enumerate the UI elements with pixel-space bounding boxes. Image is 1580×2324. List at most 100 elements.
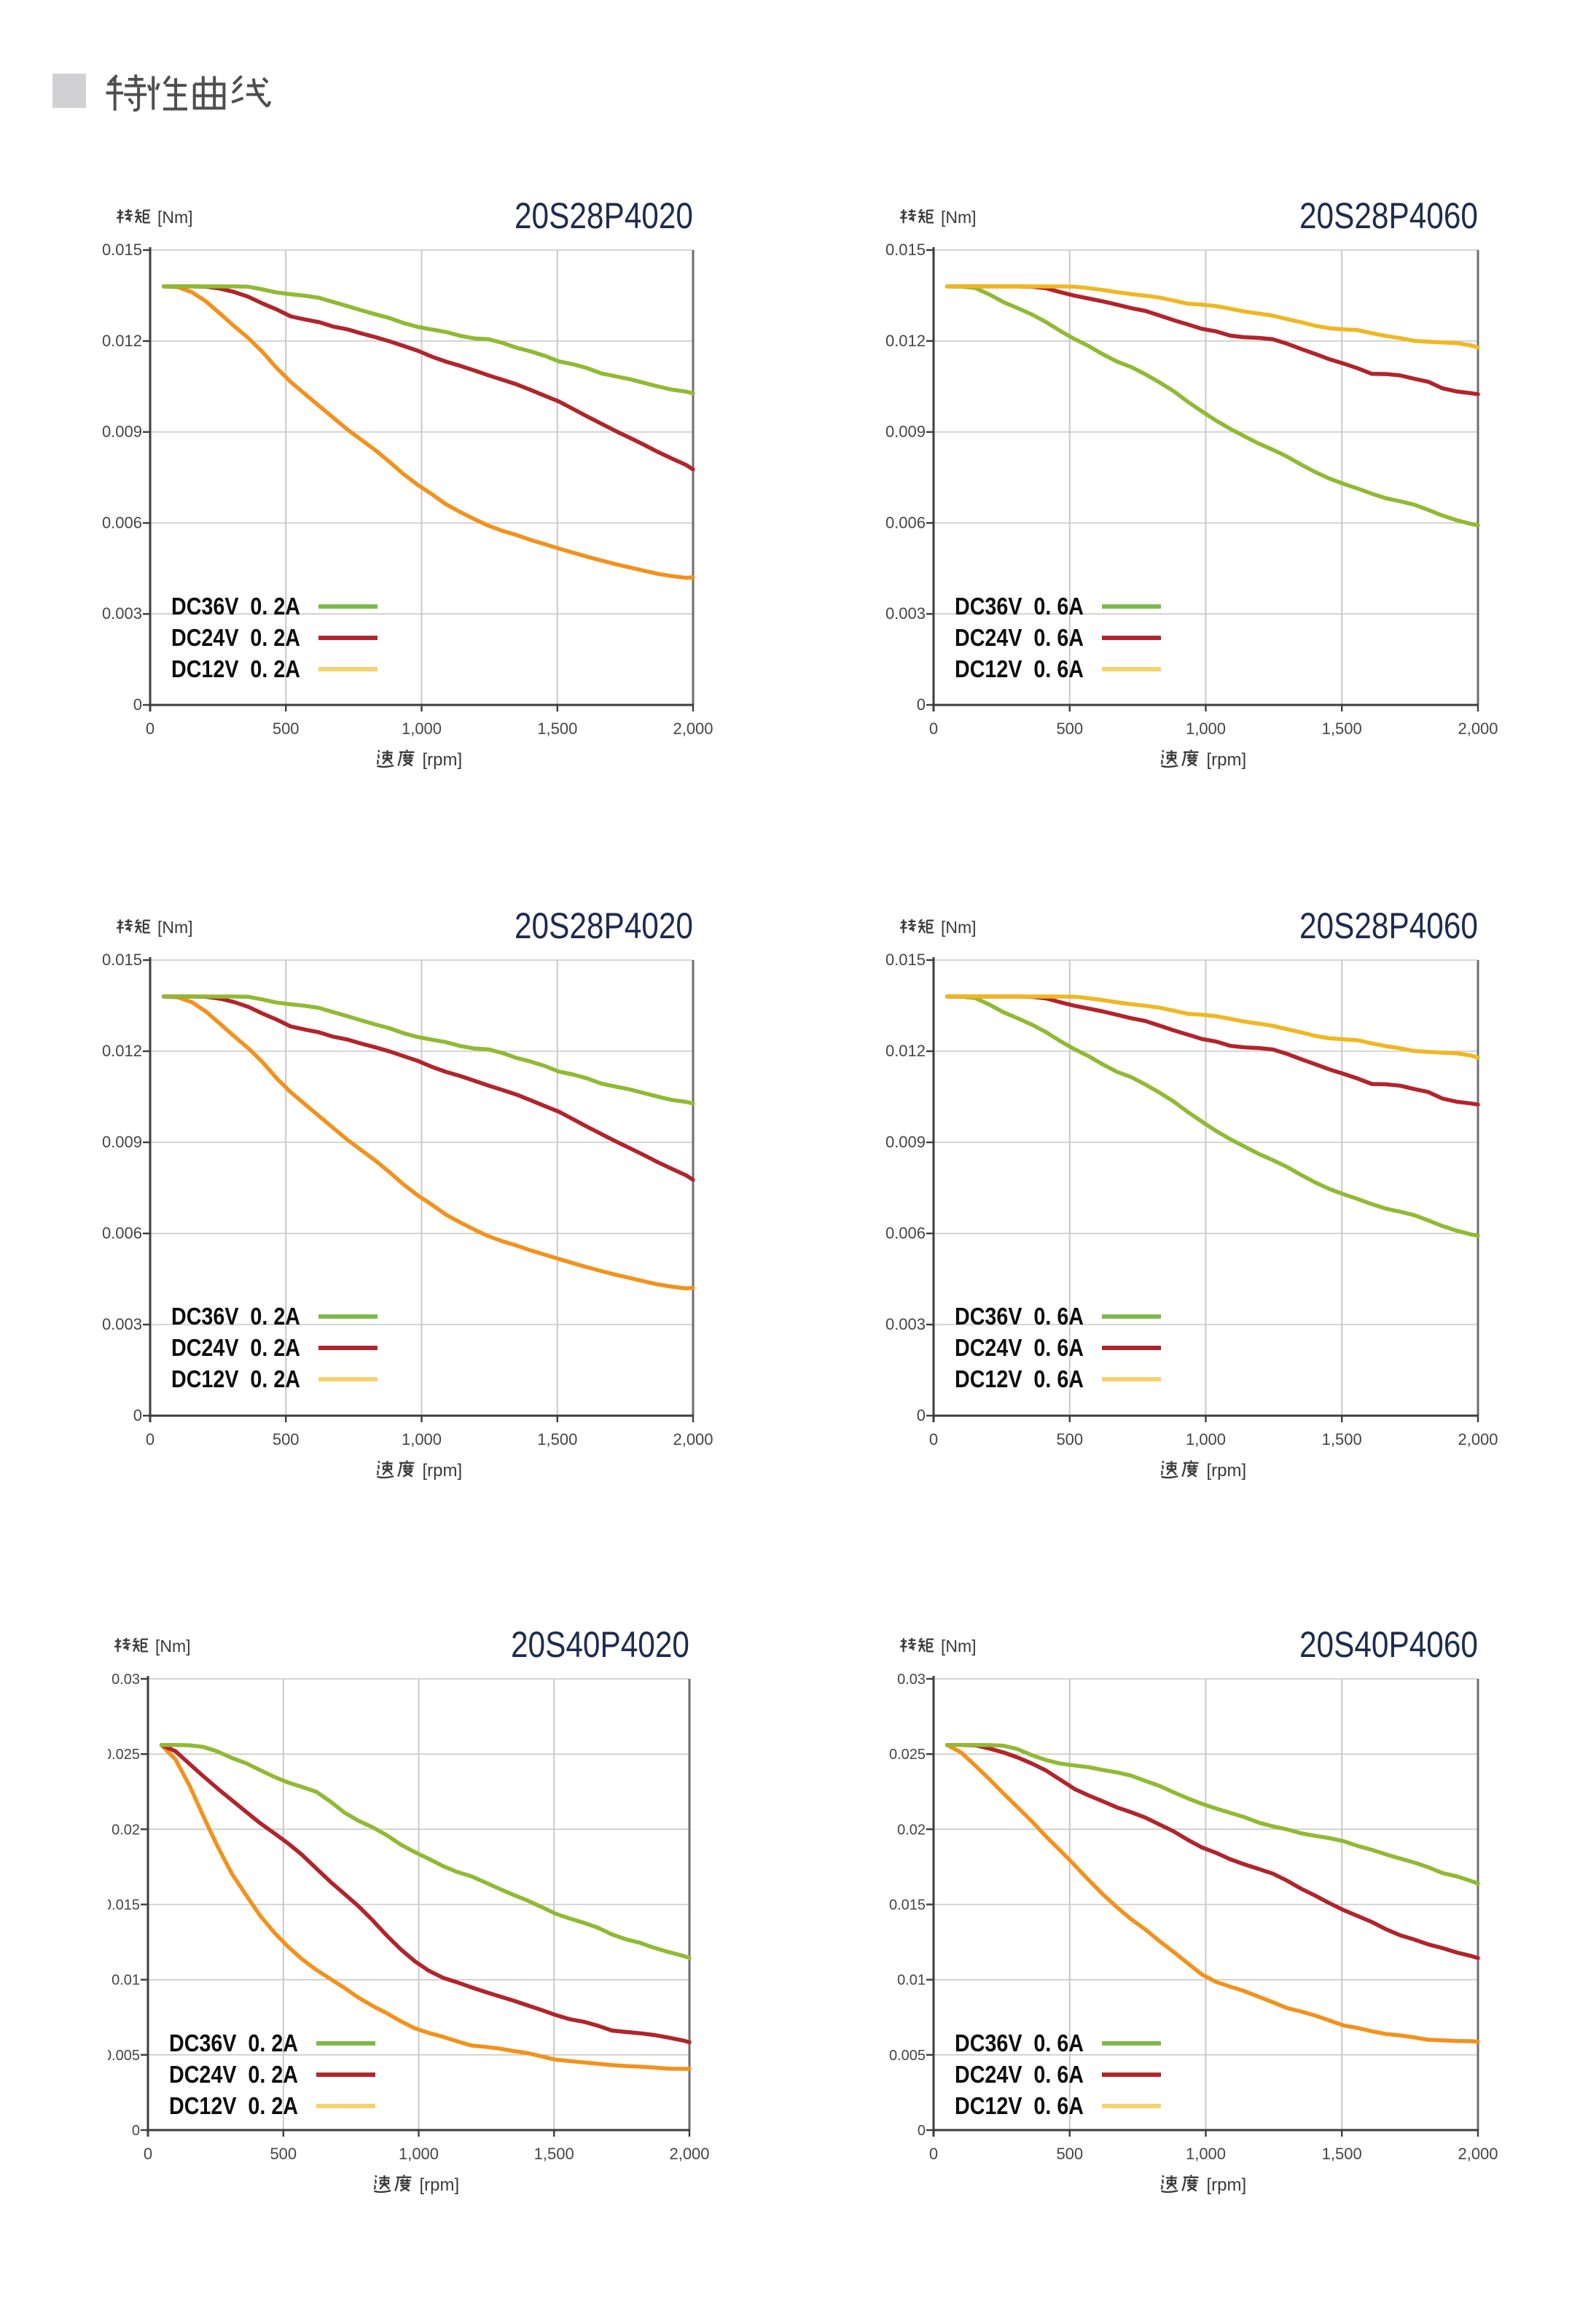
svg-text:1,000: 1,000 xyxy=(1186,720,1226,738)
svg-text:0.005: 0.005 xyxy=(103,2048,140,2064)
svg-text:0.012: 0.012 xyxy=(885,1042,926,1060)
svg-text:500: 500 xyxy=(270,2145,297,2163)
svg-text:0.01: 0.01 xyxy=(897,1973,926,1989)
svg-text:500: 500 xyxy=(1056,1430,1083,1448)
svg-text:0.006: 0.006 xyxy=(885,1224,926,1242)
svg-text:[rpm]: [rpm] xyxy=(423,1461,463,1481)
svg-text:[rpm]: [rpm] xyxy=(1207,1461,1247,1481)
svg-text:DC12V 0. 2A: DC12V 0. 2A xyxy=(169,2092,298,2119)
svg-text:1,500: 1,500 xyxy=(534,2145,574,2163)
svg-text:500: 500 xyxy=(1056,720,1083,738)
svg-text:[rpm]: [rpm] xyxy=(423,750,463,770)
svg-text:DC36V 0. 6A: DC36V 0. 6A xyxy=(955,593,1084,620)
svg-text:0: 0 xyxy=(918,2123,926,2139)
svg-text:0: 0 xyxy=(917,695,926,714)
svg-text:1,500: 1,500 xyxy=(537,720,577,738)
svg-text:1,000: 1,000 xyxy=(402,1430,442,1448)
svg-text:2,000: 2,000 xyxy=(669,2145,709,2163)
svg-text:0.012: 0.012 xyxy=(102,1042,142,1060)
svg-text:0.003: 0.003 xyxy=(102,604,142,623)
svg-text:0: 0 xyxy=(133,1406,142,1424)
svg-text:[Nm]: [Nm] xyxy=(155,1637,191,1656)
svg-text:0: 0 xyxy=(146,1430,155,1448)
svg-text:0.009: 0.009 xyxy=(102,1133,142,1151)
svg-text:0.02: 0.02 xyxy=(112,1822,140,1838)
svg-text:DC12V 0. 2A: DC12V 0. 2A xyxy=(171,1365,300,1392)
svg-text:0: 0 xyxy=(929,720,938,738)
svg-text:[rpm]: [rpm] xyxy=(1207,750,1247,770)
svg-text:0.003: 0.003 xyxy=(885,604,926,623)
svg-text:0.03: 0.03 xyxy=(897,1672,926,1688)
svg-text:0.02: 0.02 xyxy=(897,1822,926,1838)
svg-text:2,000: 2,000 xyxy=(1458,1430,1498,1448)
svg-text:1,000: 1,000 xyxy=(1186,1430,1226,1448)
svg-text:1,000: 1,000 xyxy=(402,720,442,738)
svg-text:0.003: 0.003 xyxy=(885,1315,926,1333)
svg-text:20S28P4020: 20S28P4020 xyxy=(515,905,693,946)
svg-text:0.01: 0.01 xyxy=(112,1973,140,1989)
svg-text:DC36V 0. 2A: DC36V 0. 2A xyxy=(171,593,300,620)
svg-text:0: 0 xyxy=(917,1406,926,1424)
svg-text:[Nm]: [Nm] xyxy=(941,1637,977,1656)
svg-text:1,000: 1,000 xyxy=(399,2145,439,2163)
svg-text:1,000: 1,000 xyxy=(1186,2145,1226,2163)
svg-text:0.005: 0.005 xyxy=(889,2048,926,2064)
svg-text:2,000: 2,000 xyxy=(673,1430,713,1448)
svg-text:DC36V 0. 2A: DC36V 0. 2A xyxy=(171,1303,300,1330)
svg-text:0.009: 0.009 xyxy=(885,1133,926,1151)
svg-text:DC12V 0. 6A: DC12V 0. 6A xyxy=(955,655,1084,682)
svg-text:DC36V 0. 6A: DC36V 0. 6A xyxy=(955,2029,1084,2056)
svg-text:0: 0 xyxy=(133,695,142,714)
svg-text:500: 500 xyxy=(273,720,300,738)
svg-text:1,500: 1,500 xyxy=(1322,1430,1362,1448)
svg-text:20S28P4060: 20S28P4060 xyxy=(1299,195,1478,236)
svg-text:20S40P4020: 20S40P4020 xyxy=(511,1624,689,1665)
svg-text:0.006: 0.006 xyxy=(102,1224,142,1242)
svg-text:0: 0 xyxy=(929,2145,938,2163)
svg-text:DC36V 0. 2A: DC36V 0. 2A xyxy=(169,2029,298,2056)
svg-text:500: 500 xyxy=(273,1430,300,1448)
svg-text:500: 500 xyxy=(1056,2145,1083,2163)
svg-text:DC36V 0. 6A: DC36V 0. 6A xyxy=(955,1303,1084,1330)
svg-text:0.015: 0.015 xyxy=(102,241,142,259)
svg-text:DC12V 0. 6A: DC12V 0. 6A xyxy=(955,2092,1084,2119)
svg-text:[Nm]: [Nm] xyxy=(941,918,977,937)
svg-text:0.009: 0.009 xyxy=(102,423,142,441)
svg-text:0: 0 xyxy=(146,720,155,738)
svg-text:20S28P4020: 20S28P4020 xyxy=(515,195,693,236)
svg-text:0: 0 xyxy=(132,2123,140,2139)
svg-text:1,500: 1,500 xyxy=(1322,2145,1362,2163)
svg-text:[Nm]: [Nm] xyxy=(157,918,193,937)
svg-text:2,000: 2,000 xyxy=(1458,2145,1498,2163)
svg-text:DC24V 0. 2A: DC24V 0. 2A xyxy=(171,624,300,651)
svg-text:DC12V 0. 2A: DC12V 0. 2A xyxy=(171,655,300,682)
svg-text:0.015: 0.015 xyxy=(103,1898,140,1914)
svg-text:DC24V 0. 2A: DC24V 0. 2A xyxy=(169,2061,298,2088)
svg-text:DC24V 0. 6A: DC24V 0. 6A xyxy=(955,2061,1084,2088)
svg-text:0.006: 0.006 xyxy=(102,513,142,531)
svg-text:1,500: 1,500 xyxy=(1322,720,1362,738)
svg-text:1,500: 1,500 xyxy=(537,1430,577,1448)
svg-text:DC24V 0. 6A: DC24V 0. 6A xyxy=(955,1334,1084,1361)
svg-text:20S28P4060: 20S28P4060 xyxy=(1299,905,1478,946)
svg-text:0: 0 xyxy=(929,1430,938,1448)
svg-text:0.009: 0.009 xyxy=(885,423,926,441)
svg-text:0.015: 0.015 xyxy=(885,241,926,259)
svg-text:2,000: 2,000 xyxy=(1458,720,1498,738)
svg-text:[rpm]: [rpm] xyxy=(420,2175,460,2195)
svg-text:0.003: 0.003 xyxy=(102,1315,142,1333)
svg-text:0.015: 0.015 xyxy=(889,1898,926,1914)
svg-text:0.012: 0.012 xyxy=(102,332,142,350)
svg-text:0.015: 0.015 xyxy=(885,951,926,969)
svg-text:[rpm]: [rpm] xyxy=(1207,2175,1247,2195)
svg-text:DC24V 0. 6A: DC24V 0. 6A xyxy=(955,624,1084,651)
svg-text:0.03: 0.03 xyxy=(112,1672,140,1688)
svg-text:0: 0 xyxy=(144,2145,152,2163)
svg-text:0.025: 0.025 xyxy=(103,1747,140,1763)
svg-text:[Nm]: [Nm] xyxy=(157,208,193,227)
svg-text:0.012: 0.012 xyxy=(885,332,926,350)
svg-text:20S40P4060: 20S40P4060 xyxy=(1299,1624,1478,1665)
svg-text:DC24V 0. 2A: DC24V 0. 2A xyxy=(171,1334,300,1361)
svg-text:2,000: 2,000 xyxy=(673,720,713,738)
svg-text:0.025: 0.025 xyxy=(889,1747,926,1763)
